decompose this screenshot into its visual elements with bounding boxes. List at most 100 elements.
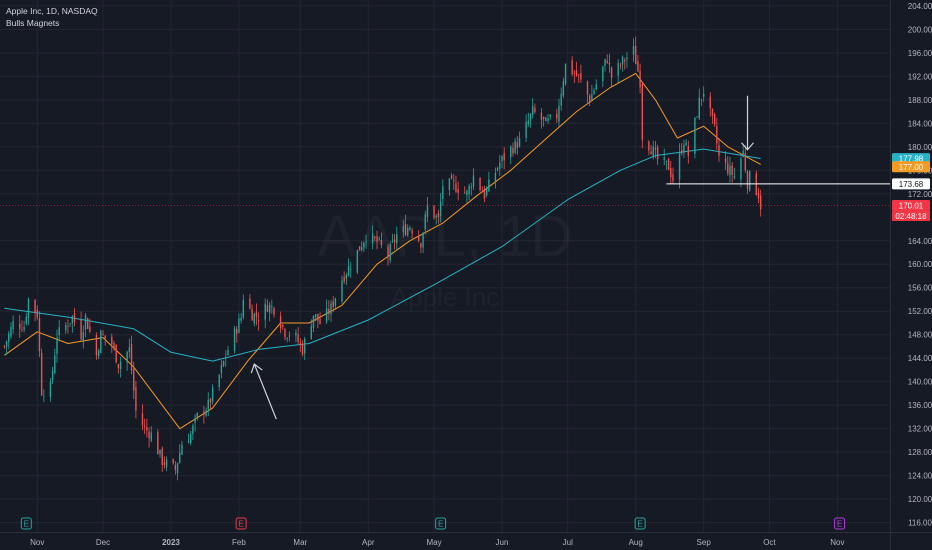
candle-body (49, 382, 52, 397)
candle (439, 193, 442, 223)
candle-body (179, 452, 181, 463)
candle (10, 322, 12, 339)
candle-body (225, 357, 227, 359)
x-tick-label: Dec (96, 538, 110, 547)
candle (273, 306, 275, 318)
candle (332, 296, 334, 313)
candle-body (558, 105, 560, 122)
candle-body (580, 73, 582, 80)
candle-body (389, 244, 391, 261)
candle (641, 81, 643, 149)
candle-body (148, 431, 150, 439)
candle-body (700, 98, 703, 100)
indicator-label[interactable]: Bulls Magnets (6, 18, 60, 28)
candle-body (426, 205, 429, 217)
candle-body (34, 299, 36, 313)
candle (393, 234, 396, 250)
candle-body (130, 343, 133, 371)
candle (111, 333, 113, 353)
candle (606, 54, 608, 64)
candle (82, 325, 85, 349)
candle (531, 98, 534, 119)
time-axis[interactable]: Nov Dec 2023 Feb Mar Apr May Jun Jul Aug Sep Oct Nov (30, 538, 844, 547)
candle (286, 336, 288, 343)
candle-body (496, 168, 499, 170)
candle-body (641, 84, 643, 140)
candle-body (111, 336, 113, 345)
candle (141, 404, 144, 431)
candle (433, 205, 435, 220)
candle (73, 307, 76, 327)
candle-body (503, 153, 505, 161)
candle (632, 38, 635, 62)
y-tick-label: 188.00 (908, 96, 932, 105)
candle (257, 312, 260, 331)
candle-body (595, 84, 597, 90)
candle-body (387, 246, 389, 257)
candle (455, 175, 457, 193)
candle-body (249, 298, 251, 309)
candle-body (251, 308, 253, 321)
candle (639, 63, 641, 94)
candle-body (141, 413, 144, 426)
candle-body (564, 63, 567, 84)
candle (407, 224, 409, 237)
earnings-letter: E (837, 520, 842, 529)
candle-body (69, 323, 71, 324)
candle-body (242, 299, 245, 318)
candle-body (621, 56, 624, 65)
last-price-tag: 170.01 (892, 199, 930, 211)
candle-body (742, 150, 744, 157)
candle-body (157, 432, 159, 455)
candle-body (665, 160, 668, 162)
candle-body (288, 335, 291, 337)
candle (25, 312, 28, 326)
candle (115, 344, 117, 364)
candle-body (404, 224, 407, 235)
candle (312, 315, 315, 333)
candle (672, 167, 674, 184)
candle (422, 231, 424, 254)
candle-body (218, 375, 220, 387)
ma-fast-tag-text: 177.00 (899, 163, 924, 172)
candle (733, 167, 736, 180)
y-tick-label: 164.00 (908, 237, 932, 246)
candle-body (624, 60, 626, 62)
candle (466, 189, 468, 203)
candle-body (65, 325, 67, 331)
candle (310, 319, 312, 340)
candle (542, 116, 545, 127)
candle-body (439, 201, 442, 216)
candle (453, 174, 455, 190)
candle (518, 131, 521, 148)
candle-body (455, 183, 457, 192)
symbol-title[interactable]: Apple Inc, 1D, NASDAQ (6, 6, 98, 16)
candle-body (203, 411, 205, 415)
candle-body (220, 364, 223, 374)
candle (119, 356, 122, 378)
price-axis[interactable]: 116.00 120.00 124.00 128.00 132.00 136.00 140.… (908, 2, 932, 528)
candle-body (282, 324, 284, 327)
candle (301, 340, 304, 357)
candle (593, 87, 595, 96)
candle (271, 299, 273, 314)
candle-body (488, 179, 490, 192)
candle (34, 299, 36, 322)
candle-body (89, 326, 91, 332)
candle-body (312, 315, 315, 328)
ma_slow-line (4, 148, 761, 362)
candle (161, 446, 163, 472)
chart-legend: Apple Inc, 1D, NASDAQ Bulls Magnets (6, 5, 98, 29)
candle (556, 108, 558, 123)
candle-body (639, 70, 641, 88)
candle-body (174, 464, 177, 470)
candle-body (343, 277, 345, 282)
candle (540, 108, 543, 129)
candle-body (687, 146, 690, 157)
candle (402, 219, 405, 238)
candle (58, 319, 60, 342)
candle (19, 315, 21, 339)
candle-body (694, 117, 696, 154)
candle (424, 210, 426, 235)
